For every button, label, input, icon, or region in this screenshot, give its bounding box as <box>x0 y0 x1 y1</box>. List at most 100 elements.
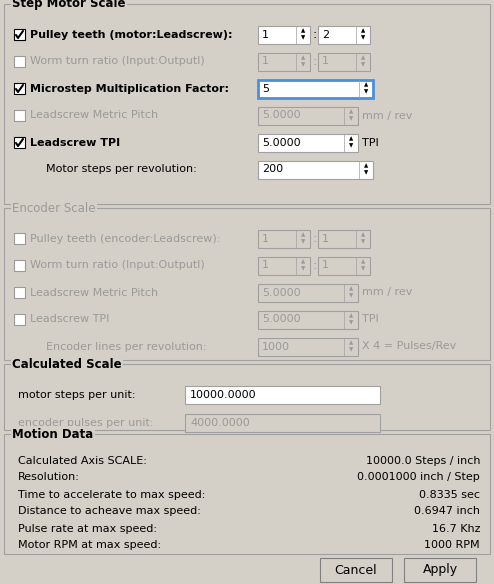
Text: ▼: ▼ <box>361 36 365 41</box>
Text: mm / rev: mm / rev <box>362 110 412 120</box>
Bar <box>14 110 25 121</box>
Text: ▲: ▲ <box>364 164 368 168</box>
Text: ▼: ▼ <box>349 294 353 298</box>
Text: mm / rev: mm / rev <box>362 287 412 297</box>
Bar <box>320 558 392 582</box>
Text: Pulley teeth (encoder:Leadscrew):: Pulley teeth (encoder:Leadscrew): <box>30 234 220 244</box>
Text: ▼: ▼ <box>349 144 353 148</box>
Bar <box>258 161 373 179</box>
Text: ▼: ▼ <box>301 239 305 245</box>
Bar <box>185 414 380 432</box>
Text: Worm turn ratio (Input:Outputl): Worm turn ratio (Input:Outputl) <box>30 57 205 67</box>
Text: Motor RPM at max speed:: Motor RPM at max speed: <box>18 541 161 551</box>
Text: ▼: ▼ <box>349 117 353 121</box>
Text: 10000.0000: 10000.0000 <box>190 390 256 400</box>
Text: Worm turn ratio (Input:Outputl): Worm turn ratio (Input:Outputl) <box>30 260 205 270</box>
Text: ▲: ▲ <box>361 55 365 60</box>
Text: ▲: ▲ <box>349 137 353 141</box>
Text: 1000: 1000 <box>262 342 290 352</box>
Bar <box>14 137 25 148</box>
Text: Leadscrew TPI: Leadscrew TPI <box>30 315 109 325</box>
Text: :: : <box>312 259 316 272</box>
Text: 16.7 Khz: 16.7 Khz <box>431 523 480 534</box>
Text: ▲: ▲ <box>349 340 353 345</box>
Text: 0.0001000 inch / Step: 0.0001000 inch / Step <box>357 472 480 482</box>
Bar <box>258 230 310 248</box>
Text: :: : <box>312 28 316 41</box>
Text: ▼: ▼ <box>364 89 368 95</box>
Text: 1: 1 <box>262 57 269 67</box>
Text: Calculated Axis SCALE:: Calculated Axis SCALE: <box>18 456 147 465</box>
Bar <box>14 83 25 94</box>
Text: ▲: ▲ <box>301 259 305 265</box>
Text: Encoder lines per revolution:: Encoder lines per revolution: <box>46 342 206 352</box>
Text: 1: 1 <box>262 234 269 244</box>
Bar <box>258 26 310 43</box>
Text: Distance to acheave max speed:: Distance to acheave max speed: <box>18 506 201 516</box>
Bar <box>258 53 310 71</box>
Text: 4000.0000: 4000.0000 <box>190 418 250 428</box>
Bar <box>318 256 370 274</box>
Text: Calculated Scale: Calculated Scale <box>12 357 122 370</box>
Bar <box>14 29 25 40</box>
Text: ▼: ▼ <box>349 321 353 326</box>
Text: 1: 1 <box>262 30 269 40</box>
Text: :: : <box>312 55 316 68</box>
Text: ▼: ▼ <box>361 267 365 272</box>
Text: Motor steps per revolution:: Motor steps per revolution: <box>46 165 197 175</box>
Bar <box>14 314 25 325</box>
Bar <box>14 233 25 244</box>
Text: Step Motor Scale: Step Motor Scale <box>12 0 125 11</box>
Text: X 4 = Pulses/Rev: X 4 = Pulses/Rev <box>362 342 456 352</box>
Text: encoder pulses per unit:: encoder pulses per unit: <box>18 418 154 428</box>
Text: 1: 1 <box>322 260 329 270</box>
Text: 0.8335 sec: 0.8335 sec <box>419 489 480 499</box>
Text: ▲: ▲ <box>361 29 365 33</box>
Bar <box>404 558 476 582</box>
Text: ▼: ▼ <box>301 36 305 41</box>
Text: ▲: ▲ <box>361 259 365 265</box>
Text: ▼: ▼ <box>364 171 368 176</box>
Bar <box>4 434 490 554</box>
Text: ▲: ▲ <box>349 314 353 318</box>
Bar <box>14 287 25 298</box>
Bar <box>318 53 370 71</box>
Text: Leadscrew Metric Pitch: Leadscrew Metric Pitch <box>30 287 158 297</box>
Text: ▲: ▲ <box>301 55 305 60</box>
Text: Encoder Scale: Encoder Scale <box>12 201 95 214</box>
Text: Pulley teeth (motor:Leadscrew):: Pulley teeth (motor:Leadscrew): <box>30 30 233 40</box>
Text: Resolution:: Resolution: <box>18 472 80 482</box>
Bar <box>185 386 380 404</box>
Text: ▲: ▲ <box>364 82 368 88</box>
Text: 10000.0 Steps / inch: 10000.0 Steps / inch <box>366 456 480 465</box>
Text: ▼: ▼ <box>361 62 365 68</box>
Text: TPI: TPI <box>362 315 379 325</box>
Text: ▲: ▲ <box>301 29 305 33</box>
Bar <box>14 260 25 271</box>
Bar <box>258 283 358 301</box>
Text: 5: 5 <box>262 84 269 93</box>
Text: ▲: ▲ <box>349 286 353 291</box>
Bar <box>318 26 370 43</box>
Text: 2: 2 <box>322 30 329 40</box>
Bar <box>4 364 490 430</box>
Text: 5.0000: 5.0000 <box>262 110 301 120</box>
Bar <box>258 311 358 328</box>
Text: Pulse rate at max speed:: Pulse rate at max speed: <box>18 523 157 534</box>
Bar <box>258 134 358 151</box>
Bar <box>4 208 490 360</box>
Text: 1: 1 <box>262 260 269 270</box>
Text: ▼: ▼ <box>301 267 305 272</box>
Text: Time to accelerate to max speed:: Time to accelerate to max speed: <box>18 489 206 499</box>
Text: ▲: ▲ <box>301 232 305 238</box>
Text: Motion Data: Motion Data <box>12 427 93 440</box>
Text: 200: 200 <box>262 165 283 175</box>
Bar <box>258 338 358 356</box>
Bar <box>258 79 373 98</box>
Text: 1: 1 <box>322 234 329 244</box>
Text: ▲: ▲ <box>349 109 353 114</box>
Text: ▼: ▼ <box>301 62 305 68</box>
Text: 0.6947 inch: 0.6947 inch <box>414 506 480 516</box>
Bar <box>258 256 310 274</box>
Text: Leadscrew Metric Pitch: Leadscrew Metric Pitch <box>30 110 158 120</box>
